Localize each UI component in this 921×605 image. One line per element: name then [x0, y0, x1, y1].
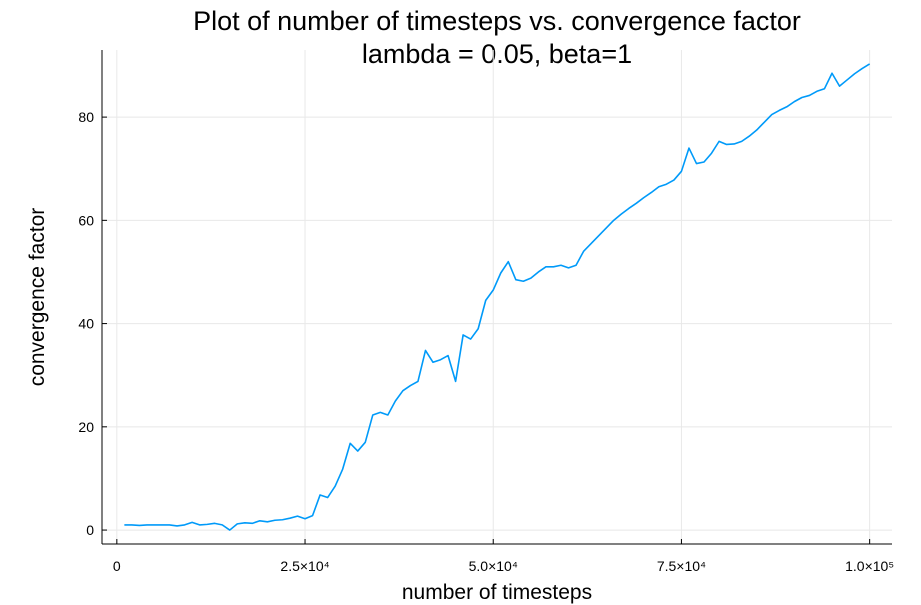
- y-axis-label: convergence factor: [26, 208, 49, 387]
- chart-subtitle: lambda = 0.05, beta=1: [362, 39, 632, 69]
- x-tick-label: 5.0×10⁴: [469, 558, 518, 574]
- data-line: [124, 63, 871, 531]
- y-tick-label: 0: [86, 522, 94, 538]
- y-tick-label: 60: [78, 212, 94, 228]
- x-tick-label: 2.5×10⁴: [280, 558, 329, 574]
- chart-title: Plot of number of timesteps vs. converge…: [193, 6, 801, 36]
- y-tick-label: 20: [78, 419, 94, 435]
- x-tick-label: 1.0×10⁵: [845, 558, 894, 574]
- x-tick-label: 7.5×10⁴: [657, 558, 706, 574]
- y-tick-label: 80: [78, 109, 94, 125]
- x-axis-label: number of timesteps: [402, 581, 592, 604]
- y-tick-label: 40: [78, 316, 94, 332]
- x-tick-label: 0: [113, 558, 121, 574]
